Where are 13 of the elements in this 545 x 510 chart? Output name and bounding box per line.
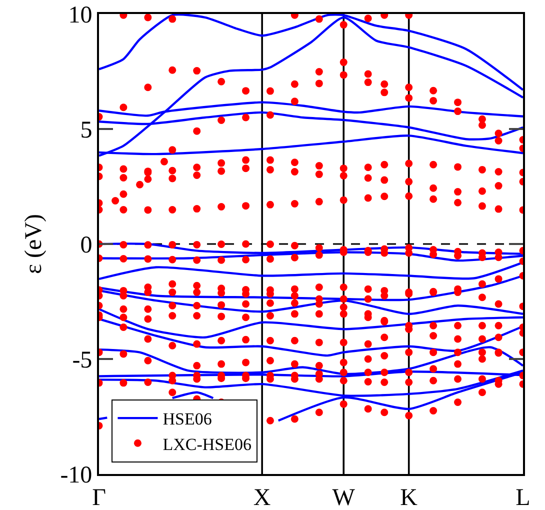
legend-label: LXC-HSE06 xyxy=(162,434,252,454)
y-tick-label: -5 xyxy=(72,347,92,374)
y-tick-label: 10 xyxy=(68,2,92,28)
y-tick-label: 5 xyxy=(80,117,92,144)
legend-label: HSE06 xyxy=(162,410,212,429)
x-tick-label: K xyxy=(400,484,418,510)
x-tick-label: Γ xyxy=(92,484,106,510)
y-tick-label: 0 xyxy=(80,232,92,258)
y-axis-title: ε (eV) xyxy=(20,214,47,274)
x-tick-label: W xyxy=(332,484,356,510)
x-tick-label: L xyxy=(516,484,530,510)
y-tick-label: -10 xyxy=(60,462,92,488)
x-tick-label: X xyxy=(253,484,271,510)
